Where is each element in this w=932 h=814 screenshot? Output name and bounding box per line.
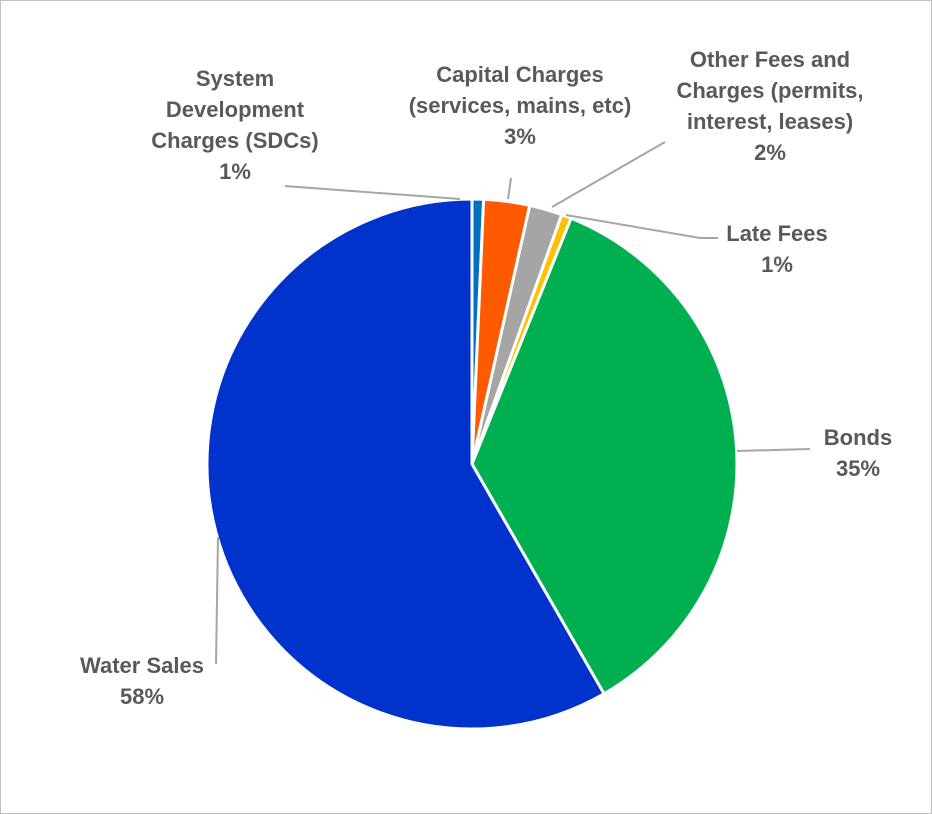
slice-name-line-sdc: Charges (SDCs) <box>151 128 318 153</box>
slice-name-line-other: Other Fees and <box>690 47 850 72</box>
slice-percent-late: 1% <box>761 252 793 277</box>
slice-label-capital: Capital Charges (services, mains, etc) 3% <box>409 62 632 149</box>
leader-line-late <box>565 214 718 239</box>
slice-name-line-bonds: Bonds <box>824 425 892 450</box>
slice-label-bonds: Bonds 35% <box>824 425 892 481</box>
slice-percent-capital: 3% <box>504 124 536 149</box>
pie-slice-water <box>205 197 606 731</box>
leader-line-water <box>215 536 219 665</box>
leader-lines <box>215 141 811 665</box>
slice-name-line-late: Late Fees <box>726 221 828 246</box>
slice-label-sdc: System Development Charges (SDCs) 1% <box>151 66 318 184</box>
slice-name-line-sdc: Development <box>166 97 305 122</box>
slice-name-line-other: interest, leases) <box>687 109 853 134</box>
slice-label-other: Other Fees and Charges (permits, interest,… <box>676 47 863 165</box>
slice-percent-bonds: 35% <box>836 456 880 481</box>
leader-line-other <box>551 141 666 208</box>
slice-label-water: Water Sales 58% <box>80 653 204 709</box>
leader-line-bonds <box>736 448 811 452</box>
pie-slice-bonds <box>470 216 739 696</box>
slice-labels: System Development Charges (SDCs) 1% Capital… <box>80 47 892 709</box>
slice-name-line-capital: Capital Charges <box>436 62 604 87</box>
slice-name-line-sdc: System <box>196 66 274 91</box>
slice-percent-water: 58% <box>120 684 164 709</box>
slice-percent-other: 2% <box>754 140 786 165</box>
slice-percent-sdc: 1% <box>219 159 251 184</box>
pie-slices <box>205 197 739 731</box>
slice-name-line-other: Charges (permits, <box>676 78 863 103</box>
slice-name-line-capital: (services, mains, etc) <box>409 93 632 118</box>
leader-line-sdc <box>284 185 461 200</box>
leader-line-capital <box>507 177 512 200</box>
slice-name-line-water: Water Sales <box>80 653 204 678</box>
slice-label-late: Late Fees 1% <box>726 221 828 277</box>
